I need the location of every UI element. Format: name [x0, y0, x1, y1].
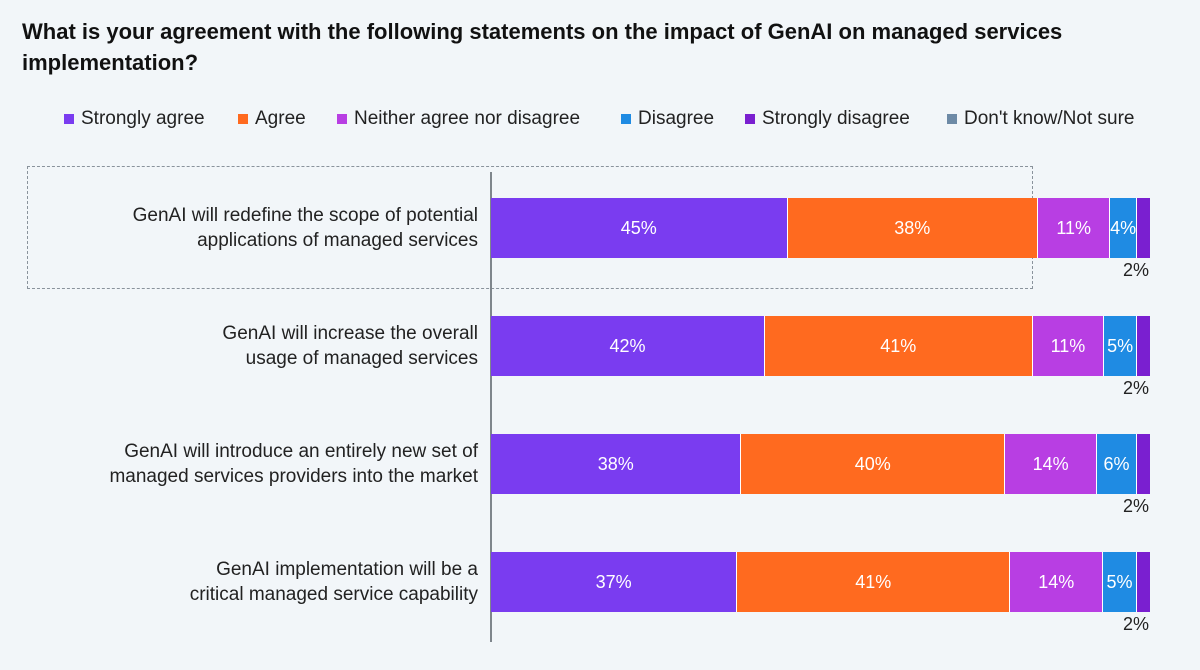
data-label: 2%: [1123, 496, 1150, 516]
stacked-bar: 38% 40% 14% 6%: [491, 434, 1150, 494]
data-label: 14%: [1032, 453, 1069, 474]
legend-swatch: [745, 114, 755, 124]
stacked-bar: 37% 41% 14% 5%: [491, 552, 1150, 612]
data-label: 41%: [855, 571, 892, 592]
stacked-bar: 42% 41% 11% 5%: [491, 316, 1150, 376]
data-label: 6%: [1103, 453, 1130, 474]
bar-segment: 45%: [491, 198, 788, 258]
bar-segment: 38%: [787, 198, 1038, 258]
legend-item: Don't know/Not sure: [947, 108, 1134, 130]
bar-segment: 37%: [491, 552, 738, 612]
category-label-line: critical managed service capability: [189, 584, 478, 605]
bar-segment: 5%: [1104, 316, 1137, 376]
bar-segment: [1136, 316, 1150, 376]
bar-segment: 6%: [1097, 434, 1137, 494]
bar-segment: 4%: [1110, 198, 1137, 258]
legend-swatch: [947, 114, 957, 124]
data-label: 2%: [1123, 378, 1150, 398]
bar-segment: [1136, 434, 1150, 494]
data-label: 38%: [597, 453, 634, 474]
bar-segment: 41%: [765, 316, 1033, 376]
legend-swatch: [238, 114, 248, 124]
category-label-line: applications of managed services: [197, 230, 478, 251]
legend-swatch: [337, 114, 347, 124]
data-label: 40%: [854, 453, 891, 474]
legend-label: Strongly agree: [81, 108, 205, 129]
category-label: GenAI implementation will be a critical m…: [40, 557, 478, 607]
legend-label: Agree: [255, 108, 306, 129]
data-label: 2%: [1123, 260, 1150, 280]
category-label: GenAI will introduce an entirely new set…: [40, 439, 478, 489]
data-label: 41%: [880, 335, 917, 356]
stacked-bar: 45% 38% 11% 4%: [491, 198, 1150, 258]
data-label: 5%: [1107, 335, 1134, 356]
bar-segment: 5%: [1103, 552, 1137, 612]
legend: Strongly agree Agree Neither agree nor dis…: [0, 108, 1200, 134]
chart-title: What is your agreement with the followin…: [22, 19, 1063, 75]
legend-item: Strongly disagree: [745, 108, 910, 130]
legend-label: Strongly disagree: [762, 108, 910, 129]
data-label: 42%: [609, 335, 646, 356]
legend-item: Neither agree nor disagree: [337, 108, 580, 130]
data-label: 14%: [1038, 571, 1075, 592]
category-axis-line: [490, 172, 492, 642]
bar-segment: 11%: [1037, 198, 1111, 258]
data-label: 11%: [1056, 217, 1092, 238]
data-label: 2%: [1123, 614, 1150, 634]
bar-segment: 38%: [491, 434, 742, 494]
legend-item: Disagree: [621, 108, 714, 130]
bar-segment: 14%: [1005, 434, 1098, 494]
category-label-line: GenAI will increase the overall: [222, 323, 478, 344]
bar-segment: 41%: [737, 552, 1011, 612]
bar-segment: 40%: [741, 434, 1005, 494]
legend-label: Neither agree nor disagree: [354, 108, 581, 129]
category-label-line: GenAI implementation will be a: [216, 559, 478, 580]
data-label: 45%: [620, 217, 657, 238]
legend-label: Disagree: [638, 108, 715, 129]
category-label: GenAI will increase the overall usage of …: [40, 321, 478, 371]
data-label: 11%: [1050, 335, 1086, 356]
data-label: 4%: [1110, 217, 1137, 238]
legend-label: Don't know/Not sure: [964, 108, 1135, 129]
data-label: 37%: [595, 571, 632, 592]
category-label-line: GenAI will redefine the scope of potenti…: [132, 205, 478, 226]
data-label: 38%: [894, 217, 931, 238]
category-label-line: managed services providers into the mark…: [109, 466, 478, 487]
bar-segment: 42%: [491, 316, 766, 376]
category-label-line: GenAI will introduce an entirely new set…: [124, 441, 478, 462]
legend-item: Strongly agree: [64, 108, 205, 130]
bar-segment: 11%: [1032, 316, 1105, 376]
legend-swatch: [64, 114, 74, 124]
bar-segment: [1136, 198, 1150, 258]
legend-swatch: [621, 114, 631, 124]
legend-item: Agree: [238, 108, 306, 130]
bar-segment: 14%: [1010, 552, 1104, 612]
bar-segment: [1136, 552, 1150, 612]
data-label: 5%: [1106, 571, 1133, 592]
category-label: GenAI will redefine the scope of potenti…: [40, 203, 478, 253]
category-label-line: usage of managed services: [245, 348, 478, 369]
